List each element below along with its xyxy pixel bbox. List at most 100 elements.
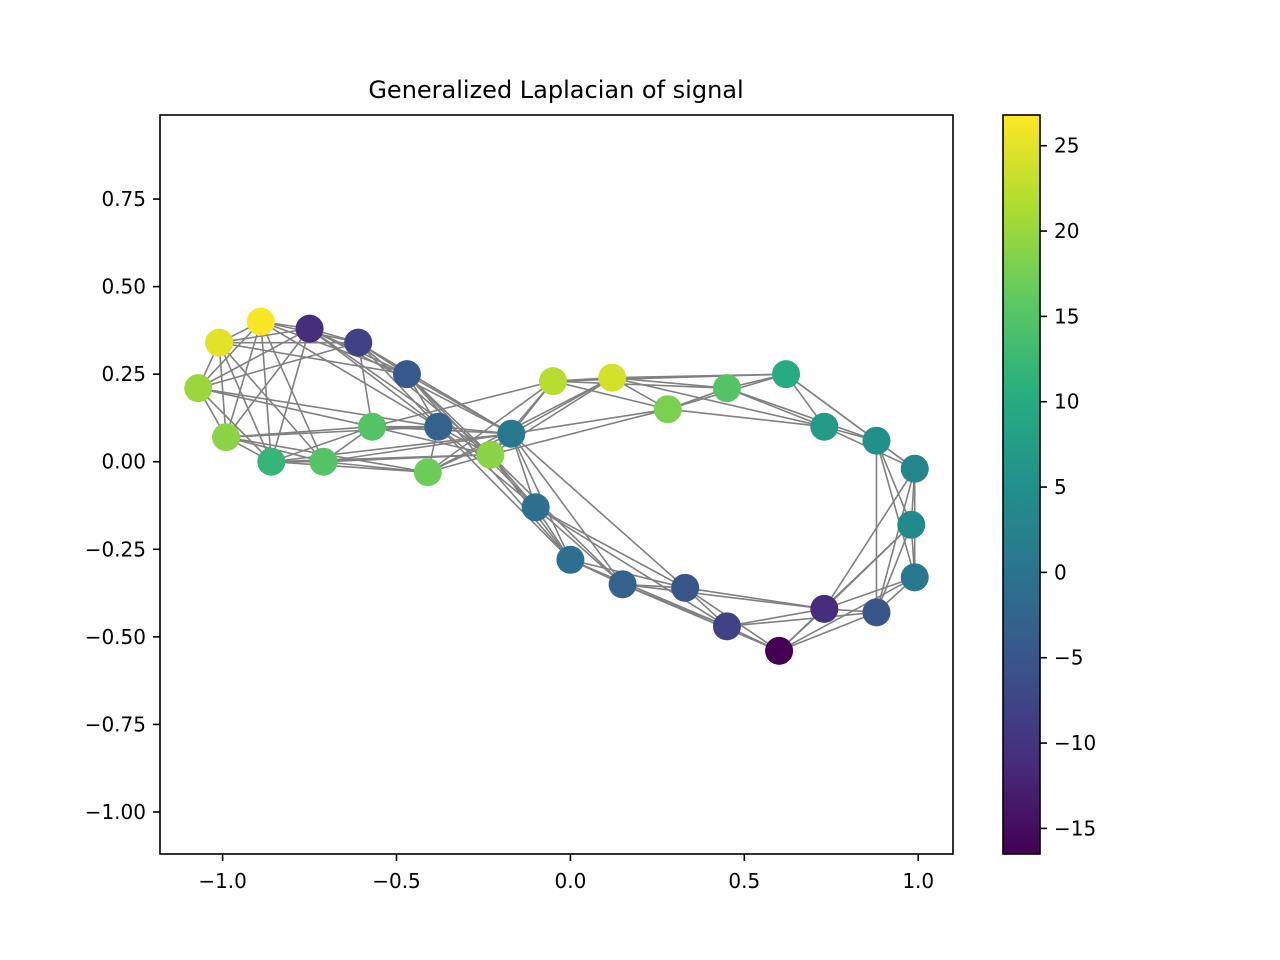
graph-edge [260,320,439,428]
graph-edge [427,380,554,473]
colorbar-tick-label: 15 [1054,304,1079,328]
graph-edge [323,432,512,463]
graph-node [295,314,324,343]
y-tick-label: −0.75 [85,712,146,736]
graph-edge [611,376,825,428]
graph-edge [535,506,624,585]
graph-node [862,426,891,455]
graph-edge [219,327,310,344]
graph-node [712,374,741,403]
graph-edge [198,387,373,428]
graph-node [900,454,929,483]
x-tick-label: 0.0 [555,869,587,893]
nodes-layer [184,307,929,665]
graph-edge [218,341,408,375]
plot-frame [160,115,953,854]
graph-edge [726,611,877,628]
graph-node [497,419,526,448]
graph-node [424,412,453,441]
graph-node [772,360,801,389]
x-tick-label: −1.0 [198,869,247,893]
graph-node [205,328,234,357]
graph-edge [225,328,311,438]
graph-edge [511,408,668,435]
colorbar-ticks: 25 20 15 10 5 0 −5 −10 −15 [1040,134,1096,840]
graph-node [476,440,505,469]
y-tick-label: −0.25 [85,537,146,561]
colorbar-tick-label: −5 [1054,646,1083,670]
graph-edge [612,373,787,379]
graph-edge [570,559,728,628]
graph-edge [490,408,668,456]
graph-edge [260,321,273,462]
y-tick-label: −1.00 [85,800,146,824]
graph-node [810,412,839,441]
graph-node [344,328,373,357]
graph-node [653,395,682,424]
graph-node [358,412,387,441]
graph-node [521,493,550,522]
graph-node [413,458,442,487]
graph-edge [218,342,325,463]
graph-edge [357,342,491,456]
graph-node [862,598,891,627]
graph-node [556,545,585,574]
graph-edge [535,506,686,589]
graph-node [765,636,794,665]
plot-border [159,114,954,855]
graph-edge [323,460,428,474]
graph-node [598,363,627,392]
plot-area [159,114,954,855]
graph-edge [309,328,439,428]
colorbar: 25 20 15 10 5 0 −5 −10 −15 [1002,114,1096,855]
graph-edge [270,328,311,462]
graph-node [309,447,338,476]
graph-node [900,563,929,592]
graph-edge [357,342,373,427]
colorbar-tick-label: 25 [1054,134,1079,158]
graph-edge [726,387,877,442]
y-tick-label: 0.25 [101,362,146,386]
colorbar-tick-label: −10 [1054,731,1096,755]
graph-edge [510,376,613,435]
graph-node [392,360,421,389]
graph-edge [875,440,913,526]
graph-node [712,612,741,641]
graph-edge [778,576,916,652]
graph-edge [875,440,916,578]
colorbar-tick-label: −15 [1054,816,1096,840]
colorbar-tick-label: 20 [1054,219,1079,243]
graph-edge [875,524,913,613]
graph-edge [552,380,668,410]
graph-edge [218,342,273,463]
graph-node [608,570,637,599]
graph-edge [667,408,825,428]
colorbar-tick-label: 5 [1054,475,1067,499]
graph-node [810,594,839,623]
colorbar-tick-label: 0 [1054,560,1067,584]
graph-edge [218,342,227,438]
graph-node [212,423,241,452]
graph-edge [778,611,877,652]
graph-edge [437,426,571,561]
x-tick-label: −0.5 [372,869,421,893]
y-tick-label: −0.50 [85,625,146,649]
graph-edge [824,576,916,610]
graph-node [184,374,213,403]
graph-node [897,510,926,539]
x-tick-label: 0.5 [728,869,760,893]
colorbar-gradient [1003,115,1040,854]
graph-node [539,367,568,396]
graph-edge [371,380,554,428]
chart-title: Generalized Laplacian of signal [368,76,743,104]
graph-edge [510,433,624,585]
graph-edge [726,608,825,628]
y-tick-label: 0.00 [101,450,146,474]
colorbar-border [1002,114,1041,855]
graph-edge [535,506,728,628]
y-axis: 0.75 0.50 0.25 0.00 −0.25 −0.50 −0.75 −1.00 [85,187,160,824]
graph-edge [510,433,686,589]
graph-node [246,307,275,336]
graph-edge [271,460,428,474]
